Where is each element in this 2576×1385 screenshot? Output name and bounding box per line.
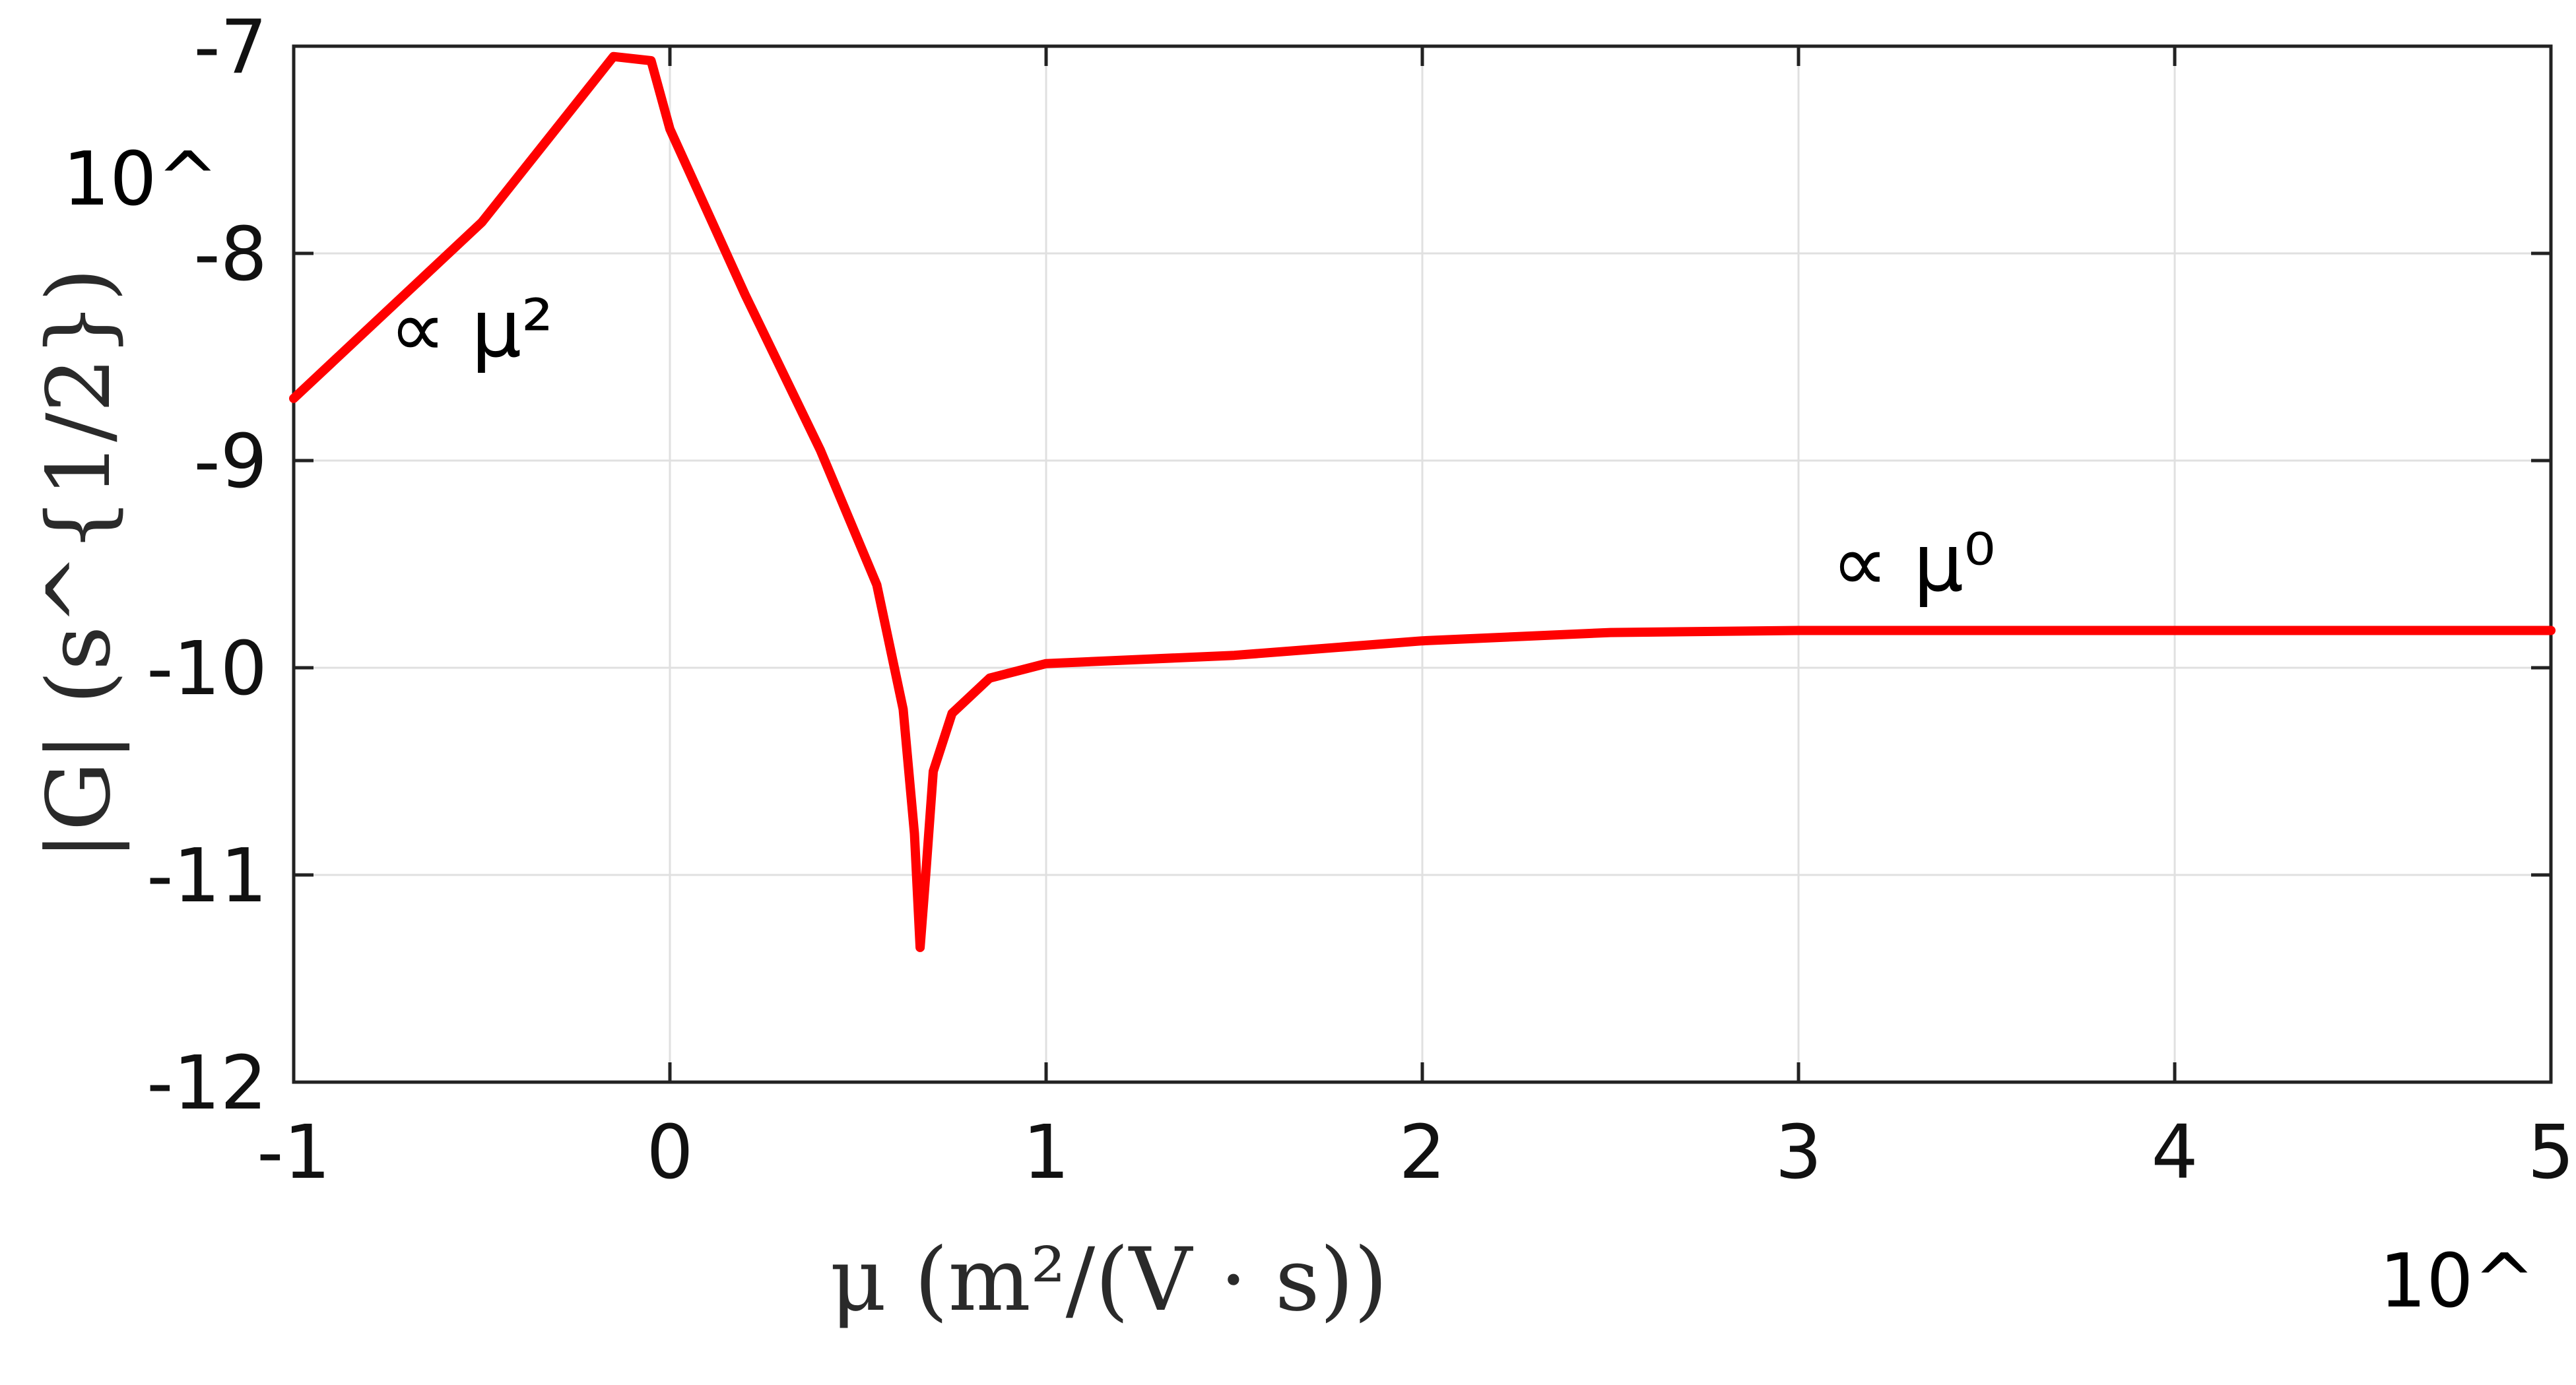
y-tick-label: -8 bbox=[193, 212, 267, 298]
y-axis-label: |G| (s^{1/2}) bbox=[28, 268, 130, 860]
y-tick-prefix: 10^ bbox=[63, 137, 218, 222]
x-tick-label: 0 bbox=[646, 1110, 693, 1196]
x-tick-label: 5 bbox=[2527, 1110, 2574, 1196]
x-tick-prefix: 10^ bbox=[2379, 1239, 2535, 1324]
y-tick-label: -7 bbox=[193, 5, 267, 90]
x-tick-label: 4 bbox=[2151, 1110, 2198, 1196]
x-tick-label: 1 bbox=[1022, 1110, 1069, 1196]
y-tick-label: -9 bbox=[193, 419, 267, 505]
x-tick-label: -1 bbox=[257, 1110, 331, 1196]
annotation-mu-squared: ∝ μ² bbox=[389, 284, 553, 375]
grid bbox=[292, 45, 2552, 1083]
y-tick-label: -12 bbox=[147, 1041, 267, 1126]
x-tick-label: 2 bbox=[1399, 1110, 1445, 1196]
y-tick-label: -11 bbox=[147, 833, 267, 919]
ticks bbox=[292, 44, 2553, 1084]
tick-labels: -1 0 1 2 3 4 5-7-8-9-10-11-12 bbox=[147, 5, 2575, 1196]
annotation-mu-zero: ∝ μ⁰ bbox=[1832, 518, 1995, 610]
y-tick-label: -10 bbox=[147, 626, 267, 712]
x-tick-label: 3 bbox=[1775, 1110, 1822, 1196]
x-axis-label: μ (m²/(V · s)) bbox=[830, 1229, 1387, 1331]
series-line-G bbox=[289, 51, 2556, 952]
